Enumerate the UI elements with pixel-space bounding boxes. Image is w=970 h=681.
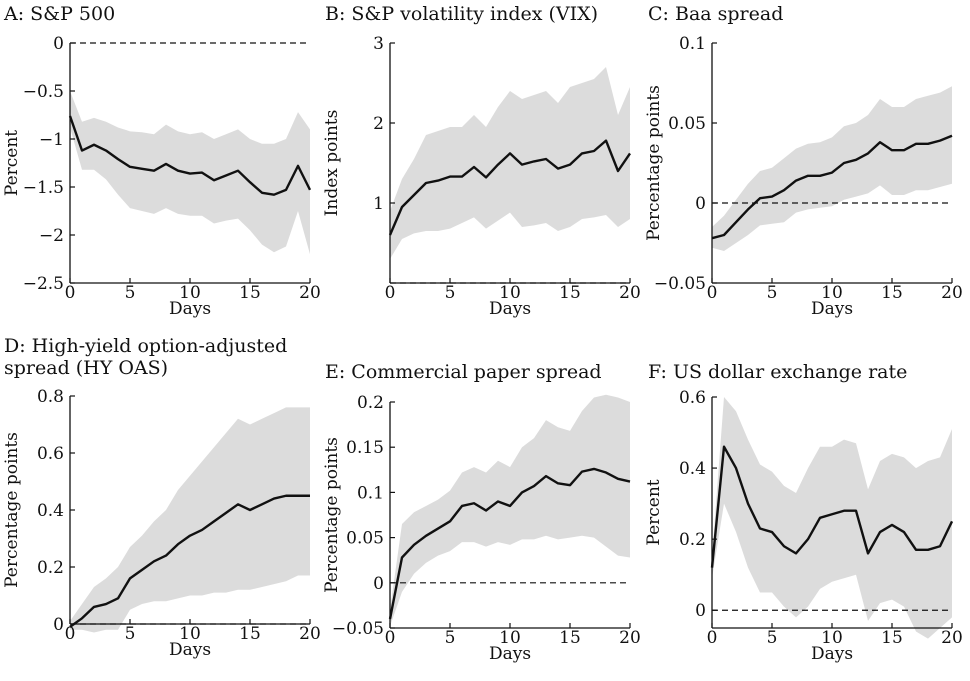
- x-axis-label: Days: [169, 640, 211, 660]
- chart-panel: 0 5 10 15 20 1 2 3 Days Index points B: S&P volati…: [322, 3, 641, 319]
- estimate-line: [388, 139, 631, 236]
- y-tick-label: −2: [39, 226, 64, 246]
- x-tick-label: 15: [559, 628, 581, 648]
- x-tick-label: 20: [941, 628, 963, 648]
- panel-title: spread (HY OAS): [4, 357, 168, 379]
- y-tick-label: −0.05: [654, 274, 706, 294]
- panel-title: C: Baa spread: [648, 3, 783, 25]
- x-tick-label: 5: [125, 283, 136, 303]
- x-tick-label: 20: [299, 283, 321, 303]
- estimate-line: [68, 115, 312, 196]
- panel-title: D: High-yield option-adjusted: [4, 335, 287, 357]
- y-axis-label: Percentage points: [644, 85, 664, 241]
- y-tick-label: 2: [373, 114, 384, 134]
- y-tick-label: −0.05: [332, 619, 384, 639]
- x-tick-label: 10: [821, 283, 843, 303]
- y-axis-label: Percent: [2, 130, 22, 196]
- x-tick-label: 0: [707, 628, 718, 648]
- y-tick-label: 0.05: [668, 114, 706, 134]
- x-tick-label: 15: [881, 283, 903, 303]
- y-tick-label: 0.2: [357, 393, 384, 413]
- x-tick-label: 15: [559, 283, 581, 303]
- estimate-line: [69, 494, 310, 628]
- x-tick-label: 20: [619, 628, 641, 648]
- panel-title: F: US dollar exchange rate: [648, 361, 907, 383]
- x-tick-label: 10: [499, 283, 521, 303]
- x-tick-label: 0: [65, 624, 76, 644]
- y-tick-label: 0.1: [357, 483, 384, 503]
- x-tick-label: 5: [125, 624, 136, 644]
- y-tick-label: 0.2: [679, 530, 706, 550]
- y-axis-label: Percent: [644, 479, 664, 545]
- y-tick-label: 0: [53, 34, 64, 54]
- y-tick-label: 0.15: [346, 438, 384, 458]
- y-tick-label: 1: [373, 194, 384, 214]
- y-axis-label: Index points: [322, 110, 342, 217]
- y-axis-label: Percentage points: [322, 437, 342, 593]
- y-tick-label: −1.5: [23, 178, 64, 198]
- x-tick-label: 5: [767, 628, 778, 648]
- y-tick-label: 0.1: [679, 34, 706, 54]
- chart-panel: 0 5 10 15 20 0 0.2 0.4 0.6 0.8 Days Percentage poin…: [2, 335, 321, 660]
- x-axis-label: Days: [489, 299, 531, 319]
- y-tick-label: 0.2: [37, 558, 64, 578]
- x-tick-label: 20: [299, 624, 321, 644]
- confidence-band: [70, 407, 310, 633]
- x-tick-label: 10: [179, 283, 201, 303]
- x-tick-label: 0: [385, 283, 396, 303]
- y-tick-label: 0: [695, 194, 706, 214]
- x-tick-label: 15: [239, 624, 261, 644]
- y-tick-label: 0.6: [37, 444, 64, 464]
- x-tick-label: 5: [445, 283, 456, 303]
- x-axis-label: Days: [811, 299, 853, 319]
- x-tick-label: 0: [707, 283, 718, 303]
- chart-panel: 0 5 10 15 20−0.0500.050.10.150.2DaysPercenta…: [322, 361, 641, 664]
- confidence-band: [712, 397, 952, 639]
- y-tick-label: 0: [53, 615, 64, 635]
- y-tick-label: −1: [39, 130, 64, 150]
- panel-title: E: Commercial paper spread: [325, 361, 602, 383]
- chart-panel: 0 5 10 15 20 0 0.2 0.4 0.6 Days Percent F: US dolla…: [644, 361, 963, 664]
- x-tick-label: 0: [65, 283, 76, 303]
- x-tick-label: 20: [619, 283, 641, 303]
- estimate-line: [711, 134, 953, 240]
- estimate-line: [388, 467, 631, 620]
- y-tick-label: 0: [373, 574, 384, 594]
- x-tick-label: 15: [239, 283, 261, 303]
- confidence-band: [712, 86, 952, 251]
- confidence-band: [390, 394, 630, 627]
- x-tick-label: 15: [881, 628, 903, 648]
- y-tick-label: 0: [695, 601, 706, 621]
- y-tick-label: −0.5: [23, 82, 64, 102]
- x-tick-label: 10: [179, 624, 201, 644]
- x-tick-label: 20: [941, 283, 963, 303]
- y-tick-label: 0.6: [679, 388, 706, 408]
- y-tick-label: 3: [373, 34, 384, 54]
- x-axis-label: Days: [169, 299, 211, 319]
- x-axis-label: Days: [489, 644, 531, 664]
- y-tick-label: −2.5: [23, 274, 64, 294]
- y-tick-label: 0.4: [37, 501, 64, 521]
- x-tick-label: 5: [767, 283, 778, 303]
- panel-title: B: S&P volatility index (VIX): [325, 3, 598, 25]
- y-axis-label: Percentage points: [2, 432, 22, 588]
- confidence-band: [390, 67, 630, 259]
- chart-panel: 0 5 10 15 20 0 −0.5 −1 −1.5 −2 −2.5 Days Percent A: S…: [2, 3, 321, 319]
- y-tick-label: 0.4: [679, 459, 706, 479]
- panel-title: A: S&P 500: [3, 3, 115, 25]
- x-axis-label: Days: [811, 644, 853, 664]
- estimate-line: [710, 445, 954, 568]
- x-tick-label: 10: [499, 628, 521, 648]
- x-tick-label: 5: [445, 628, 456, 648]
- x-tick-label: 0: [385, 628, 396, 648]
- y-tick-label: 0.05: [346, 529, 384, 549]
- x-tick-label: 10: [821, 628, 843, 648]
- y-tick-label: 0.8: [37, 387, 64, 407]
